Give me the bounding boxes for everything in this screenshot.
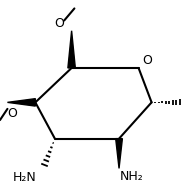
Text: O: O: [7, 107, 17, 120]
Text: H₂N: H₂N: [12, 171, 36, 184]
Text: NH₂: NH₂: [120, 170, 144, 183]
Polygon shape: [7, 99, 35, 106]
Text: O: O: [54, 17, 64, 30]
Text: O: O: [142, 54, 152, 67]
Polygon shape: [116, 139, 122, 168]
Polygon shape: [68, 31, 75, 68]
